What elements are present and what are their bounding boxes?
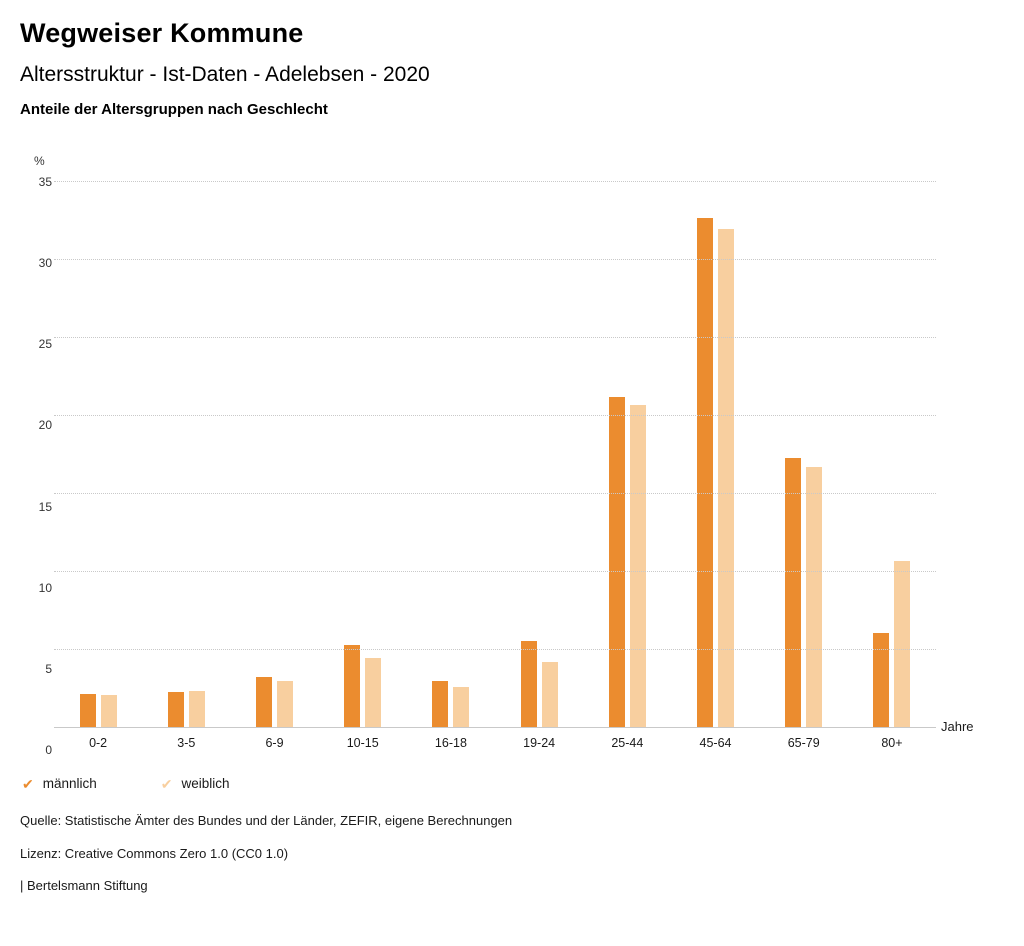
bar-männlich-6-9[interactable] xyxy=(256,676,272,728)
legend-label: männlich xyxy=(42,776,97,791)
x-labels: 0-2 3-5 6-9 10-15 16-18 19-24 25-44 45-64 65-79 8… xyxy=(54,736,936,750)
gridline-20 xyxy=(54,415,936,416)
x-tick-label-0-2: 0-2 xyxy=(89,736,108,750)
bar-weiblich-0-2[interactable] xyxy=(100,695,117,728)
bar-männlich-0-2[interactable] xyxy=(79,693,96,728)
bar-group-80+ xyxy=(848,182,936,728)
bar-group-6-9 xyxy=(230,182,318,728)
legend-item-männlich[interactable]: ✔ männlich xyxy=(22,776,97,791)
x-tick-label-16-18: 16-18 xyxy=(434,736,467,750)
bar-männlich-25-44[interactable] xyxy=(608,397,625,728)
y-tick-label-20: 20 xyxy=(38,418,52,433)
bar-weiblich-6-9[interactable] xyxy=(277,681,293,728)
bar-weiblich-80+[interactable] xyxy=(894,561,911,728)
gridline-25 xyxy=(54,337,936,338)
y-axis-unit-label: % xyxy=(34,154,45,168)
bar-group-19-24 xyxy=(495,182,583,728)
y-tick-label-30: 30 xyxy=(38,256,52,271)
x-tick-label-19-24: 19-24 xyxy=(523,736,556,750)
legend-item-weiblich[interactable]: ✔ weiblich xyxy=(161,776,230,791)
legend: ✔ männlich ✔ weiblich xyxy=(20,776,1004,791)
bar-weiblich-45-64[interactable] xyxy=(718,228,735,728)
bar-group-10-15 xyxy=(319,182,407,728)
page-title: Wegweiser Kommune xyxy=(20,18,304,48)
attribution-line: | Bertelsmann Stiftung xyxy=(20,878,148,893)
gridline-15 xyxy=(54,493,936,494)
chart-body: 0 5 10 15 20 25 30 35 Jahre 0-2 3-5 6-9 10-15 16-18… xyxy=(20,176,1004,756)
x-axis-unit-label: Jahre xyxy=(941,719,974,734)
y-axis: 0 5 10 15 20 25 30 35 xyxy=(20,176,54,756)
bar-group-0-2 xyxy=(54,182,142,728)
bar-männlich-16-18[interactable] xyxy=(432,681,449,728)
bar-group-3-5 xyxy=(142,182,230,728)
x-tick-label-80+: 80+ xyxy=(881,736,903,750)
y-tick-label-0: 0 xyxy=(45,743,52,757)
x-tick-label-3-5: 3-5 xyxy=(177,736,196,750)
y-tick-label-35: 35 xyxy=(38,175,52,189)
bar-männlich-3-5[interactable] xyxy=(167,692,184,728)
x-tick-label-45-64: 45-64 xyxy=(699,736,732,750)
bar-weiblich-16-18[interactable] xyxy=(453,687,470,728)
gridline-5 xyxy=(54,649,936,650)
y-tick-label-15: 15 xyxy=(38,499,52,514)
y-tick-label-25: 25 xyxy=(38,337,52,352)
bar-group-45-64 xyxy=(671,182,759,728)
check-icon: ✔ xyxy=(160,775,173,792)
bar-weiblich-10-15[interactable] xyxy=(365,657,382,728)
x-tick-label-10-15: 10-15 xyxy=(346,736,379,750)
bar-männlich-19-24[interactable] xyxy=(520,640,537,728)
plot-wrap: Jahre 0-2 3-5 6-9 10-15 16-18 19-24 25-44 45-64… xyxy=(54,181,974,750)
bar-männlich-80+[interactable] xyxy=(873,632,890,728)
chart-heading: Anteile der Altersgruppen nach Geschlech… xyxy=(20,101,328,118)
x-tick-label-6-9: 6-9 xyxy=(265,736,284,750)
check-icon: ✔ xyxy=(22,775,34,792)
license-line: Lizenz: Creative Commons Zero 1.0 (CC0 1… xyxy=(20,845,289,861)
gridline-10 xyxy=(54,571,936,572)
bar-weiblich-19-24[interactable] xyxy=(541,662,558,728)
chart: % 0 5 10 15 20 25 30 35 Jahre 0-2 3-5 6-9 10-15 16-… xyxy=(20,154,1004,756)
gridline-30 xyxy=(54,259,936,260)
page-subtitle: Altersstruktur - Ist-Daten - Adelebsen -… xyxy=(20,63,430,86)
gridline-35 xyxy=(54,181,936,182)
bar-group-65-79 xyxy=(760,182,848,728)
bar-männlich-45-64[interactable] xyxy=(697,217,714,728)
page: Wegweiser Kommune Altersstruktur - Ist-D… xyxy=(20,18,1004,893)
bar-männlich-10-15[interactable] xyxy=(344,645,361,728)
bar-weiblich-65-79[interactable] xyxy=(806,467,823,728)
bar-group-25-44 xyxy=(583,182,671,728)
plot-area: Jahre xyxy=(54,181,974,734)
legend-label: weiblich xyxy=(181,776,230,791)
bar-groups xyxy=(54,182,936,728)
gridline-0 xyxy=(54,727,936,728)
y-tick-label-5: 5 xyxy=(45,661,52,676)
bar-männlich-65-79[interactable] xyxy=(785,458,802,728)
source-line: Quelle: Statistische Ämter des Bundes un… xyxy=(20,813,513,828)
y-tick-label-10: 10 xyxy=(38,580,52,595)
x-tick-label-65-79: 65-79 xyxy=(787,736,820,750)
footer: Quelle: Statistische Ämter des Bundes un… xyxy=(20,813,1004,893)
bar-weiblich-3-5[interactable] xyxy=(188,690,205,728)
bar-group-16-18 xyxy=(407,182,495,728)
x-tick-label-25-44: 25-44 xyxy=(611,736,644,750)
bar-weiblich-25-44[interactable] xyxy=(629,405,646,728)
